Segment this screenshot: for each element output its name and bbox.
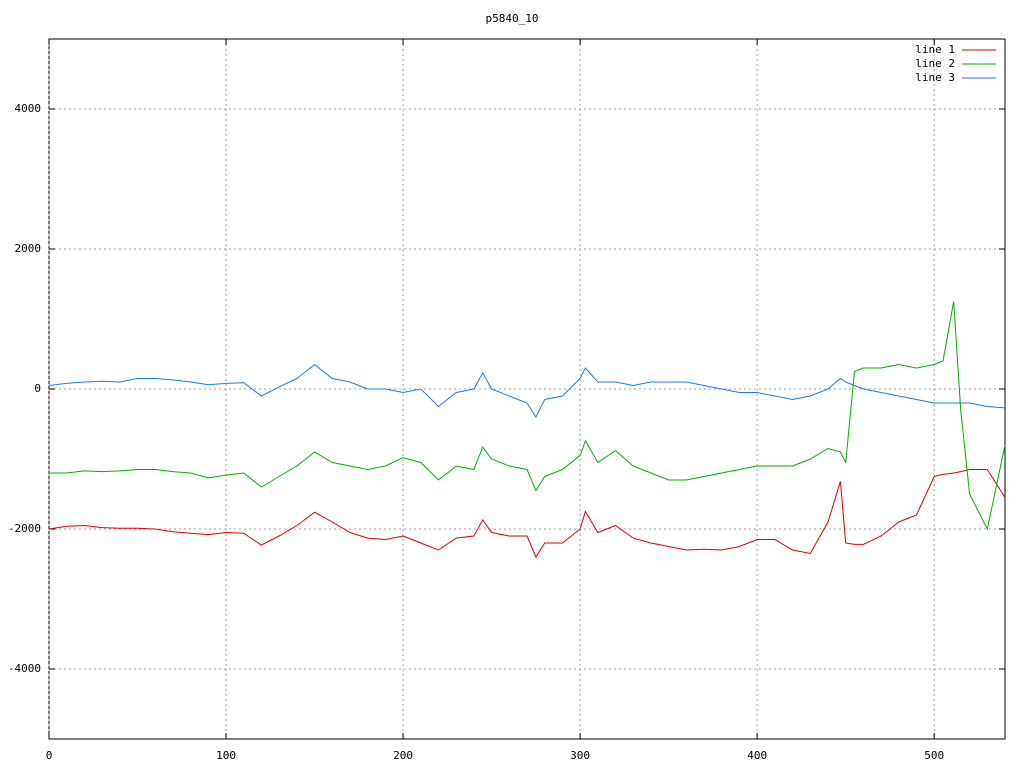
x-tick-label: 100 [216, 749, 236, 762]
legend-label: line 1 [915, 43, 955, 56]
chart-title: p5840_10 [486, 12, 539, 25]
data-line [48, 363, 1006, 419]
legend-label: line 3 [915, 71, 955, 84]
x-tick-label: 0 [46, 749, 53, 762]
y-tick-label: 4000 [15, 102, 42, 115]
data-line [49, 301, 1006, 531]
x-tick-label: 300 [570, 749, 590, 762]
y-tick-label: -4000 [8, 662, 41, 675]
y-tick-label: 2000 [15, 242, 42, 255]
data-line [48, 469, 1006, 559]
y-tick-label: 0 [34, 382, 41, 395]
plot-border [48, 38, 1006, 740]
legend-label: line 2 [915, 57, 955, 70]
x-tick-label: 200 [393, 749, 413, 762]
x-tick-label: 400 [747, 749, 767, 762]
y-tick-label: -2000 [8, 522, 41, 535]
x-tick-label: 500 [924, 749, 944, 762]
